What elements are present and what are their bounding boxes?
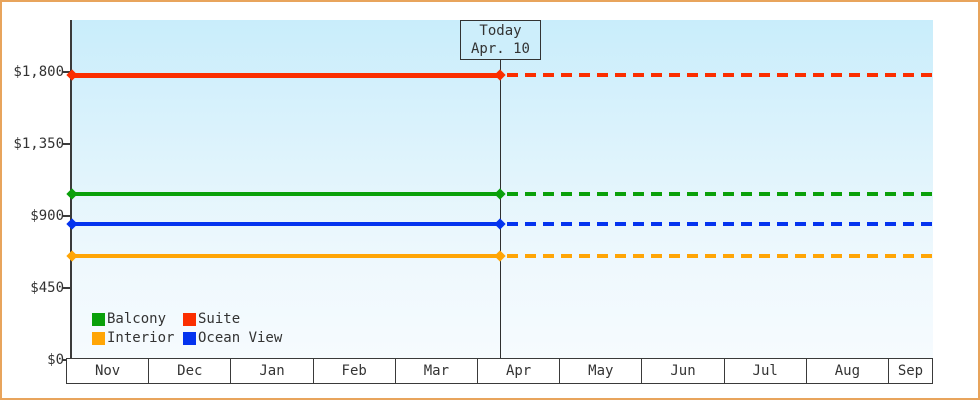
legend-item-balcony: Balcony [92,312,183,326]
legend-swatch-icon [92,312,105,326]
month-cell-jul: Jul [723,359,806,383]
y-axis-tick [63,71,71,73]
price-line-solid-balcony [72,191,500,196]
month-label: Aug [834,363,861,379]
chart-legend: Balcony Suite Interior Ocean View [92,312,282,345]
month-label: Mar [423,363,450,379]
y-axis-tick [63,215,71,217]
month-cell-feb: Feb [312,359,395,383]
y-axis-tick-label: $1,350 [13,136,64,152]
month-label: Jan [259,363,285,379]
legend-item-interior: Interior [92,331,183,345]
price-line-solid-ocean-view [72,222,500,226]
price-line-solid-interior [72,254,500,258]
price-line-dashed-suite [500,73,933,78]
line-start-marker-ocean-view [66,218,78,230]
legend-swatch-icon [183,331,196,345]
y-axis-tick-label: $900 [30,208,64,224]
y-axis-tick-label: $0 [47,352,64,368]
price-line-solid-suite [72,72,500,78]
today-date-label: Apr. 10 [470,41,530,57]
price-line-dashed-interior [500,254,933,258]
y-axis-tick-label: $450 [30,280,64,296]
today-annotation-box: Today Apr. 10 [460,20,541,60]
month-label: Jun [670,363,696,379]
line-start-marker-balcony [66,187,78,200]
legend-label: Balcony [107,311,167,327]
y-axis-tick [63,143,71,145]
x-axis-month-row: Nov Dec Jan Feb Mar Apr May Jun Jul Aug Sep [66,358,933,384]
month-label: Sep [897,363,924,379]
price-line-dashed-balcony [500,191,933,196]
month-label: Nov [94,363,121,379]
month-label: Jul [752,363,778,379]
month-cell-apr: Apr [476,359,559,383]
month-cell-jun: Jun [641,359,723,383]
month-cell-sep: Sep [887,359,933,383]
legend-swatch-icon [183,312,196,326]
line-start-marker-interior [66,250,78,262]
y-axis-tick [63,287,71,289]
today-marker-interior [494,250,506,262]
month-cell-dec: Dec [148,359,230,383]
plot-area: Today Apr. 10 Balcony Suite Interior Ocean … [13,20,933,368]
legend-label: Interior [107,330,175,346]
legend-item-ocean-view: Ocean View [183,331,282,345]
today-marker-ocean-view [494,218,506,230]
month-label: May [588,363,614,379]
month-cell-jan: Jan [230,359,312,383]
legend-swatch-icon [92,331,105,345]
month-label: Dec [177,363,203,379]
legend-label: Suite [198,311,241,327]
month-cell-may: May [559,359,641,383]
today-label: Today [479,23,522,39]
legend-item-suite: Suite [183,312,282,326]
today-marker-balcony [494,187,506,200]
today-marker-suite [494,69,506,81]
y-axis-tick-label: $1,800 [13,64,64,80]
price-line-dashed-ocean-view [500,222,933,226]
month-cell-mar: Mar [394,359,477,383]
month-label: Apr [505,363,532,379]
month-label: Feb [341,363,367,379]
month-cell-aug: Aug [805,359,888,383]
legend-label: Ocean View [198,330,283,346]
month-cell-nov: Nov [66,359,148,383]
